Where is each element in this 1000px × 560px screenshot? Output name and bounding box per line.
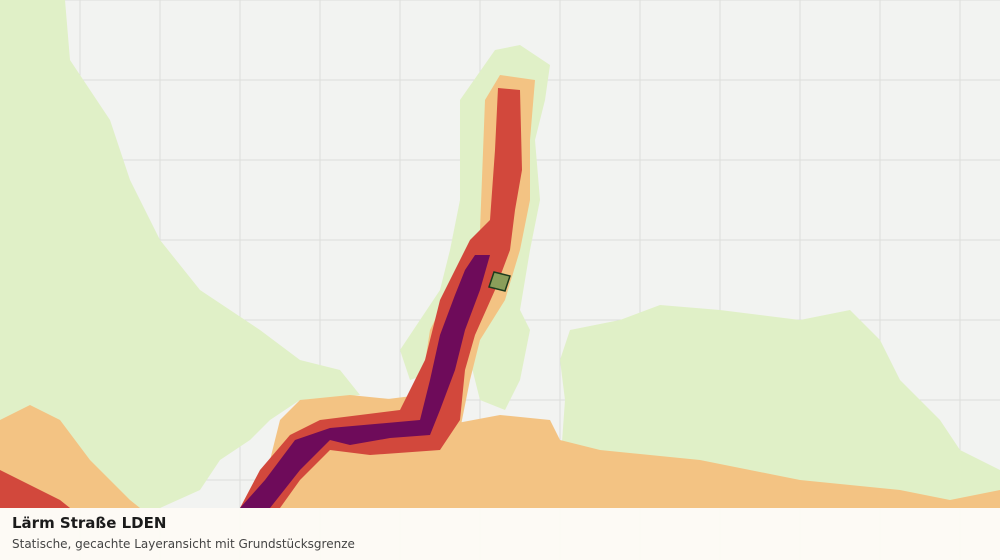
caption-bar: Lärm Straße LDEN Statische, gecachte Lay… [0, 508, 1000, 560]
noise-zones [0, 0, 1000, 508]
layer-title: Lärm Straße LDEN [12, 514, 167, 532]
layer-subtitle: Statische, gecachte Layeransicht mit Gru… [12, 537, 355, 551]
parcel-boundary[interactable] [488, 271, 511, 292]
